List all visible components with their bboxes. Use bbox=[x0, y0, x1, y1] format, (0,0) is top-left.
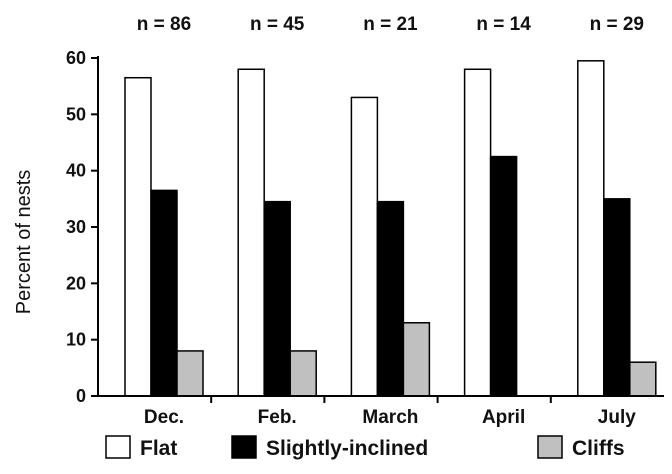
bar-cliffs-march bbox=[402, 322, 431, 397]
y-axis: 0 10 20 30 40 50 60 bbox=[66, 48, 99, 406]
sample-size-labels: n = 86 n = 45 n = 21 n = 14 n = 29 bbox=[137, 14, 644, 35]
x-axis: Dec. Feb. March April July bbox=[98, 395, 664, 428]
sample-size-label: n = 86 bbox=[137, 14, 191, 35]
bar-slightly-inclined-july bbox=[603, 198, 631, 397]
x-tick-label: July bbox=[598, 407, 636, 428]
y-tick-label: 20 bbox=[66, 273, 86, 293]
x-tick-label: Dec. bbox=[144, 407, 184, 428]
legend-swatch bbox=[231, 435, 257, 459]
y-tick-label: 50 bbox=[66, 104, 86, 124]
bar-flat-dec bbox=[124, 76, 152, 397]
bar-slightly-inclined-dec bbox=[150, 189, 178, 397]
legend-swatch bbox=[105, 435, 131, 459]
bar-flat-feb bbox=[237, 68, 265, 397]
y-tick-label: 30 bbox=[66, 217, 86, 237]
x-tick-label: Feb. bbox=[258, 407, 297, 428]
legend-label: Slightly-inclined bbox=[266, 437, 428, 460]
bar-cliffs-feb bbox=[289, 350, 317, 397]
bar-cliffs-july bbox=[629, 361, 657, 397]
y-tick-label: 10 bbox=[66, 330, 86, 350]
legend-label: Cliffs bbox=[572, 437, 625, 460]
legend-swatch bbox=[537, 435, 563, 459]
y-tick-label: 0 bbox=[76, 386, 86, 406]
sample-size-label: n = 45 bbox=[250, 14, 305, 35]
y-tick-label: 40 bbox=[66, 161, 86, 181]
bar-cliffs-dec bbox=[176, 350, 204, 397]
bar-slightly-inclined-march bbox=[376, 200, 405, 397]
x-tick-label: April bbox=[482, 407, 525, 428]
bars bbox=[124, 60, 657, 397]
legend-label: Flat bbox=[140, 437, 177, 460]
y-tick-label: 60 bbox=[66, 48, 86, 68]
sample-size-label: n = 14 bbox=[476, 14, 531, 35]
sample-size-label: n = 21 bbox=[363, 14, 418, 35]
sample-size-label: n = 29 bbox=[590, 14, 644, 35]
bar-slightly-inclined-feb bbox=[263, 200, 291, 397]
bar-flat-april bbox=[463, 68, 492, 397]
bar-flat-july bbox=[577, 60, 605, 397]
x-tick-label: March bbox=[362, 407, 418, 428]
legend: Flat Slightly-inclined Cliffs bbox=[105, 435, 625, 460]
bar-flat-march bbox=[350, 96, 379, 397]
bar-slightly-inclined-april bbox=[489, 155, 518, 397]
y-axis-label: Percent of nests bbox=[13, 170, 35, 315]
